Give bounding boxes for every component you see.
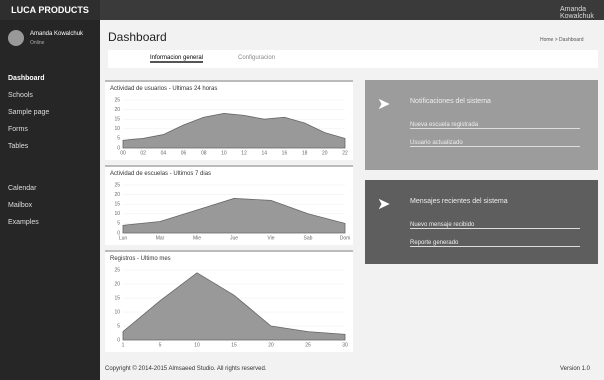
x-tick-label: 14 <box>261 150 267 156</box>
y-tick-label: 10 <box>114 126 120 132</box>
y-tick-label: 15 <box>114 117 120 123</box>
y-tick-label: 25 <box>114 267 120 273</box>
copyright: Copyright © 2014-2015 Almsaeed Studio. A… <box>105 366 267 372</box>
x-tick-label: Mie <box>193 235 201 241</box>
info-panel: ➤ Mensajes recientes del sistema Nuevo men… <box>365 180 598 264</box>
avatar <box>8 30 24 46</box>
chart-title: Registros - Ultimo mes <box>110 256 171 262</box>
area <box>123 273 345 340</box>
sidebar-user: Amanda Kowalchuk <box>30 31 83 37</box>
x-tick-label: Lun <box>119 235 128 241</box>
y-tick-label: 5 <box>117 221 120 227</box>
x-tick-label: 15 <box>231 342 237 348</box>
y-tick-label: 25 <box>114 182 120 188</box>
menu-item[interactable]: Schools <box>8 92 33 99</box>
menu-item[interactable]: Examples <box>8 219 39 226</box>
info-panel: ➤ Notificaciones del sistema Nueva escuela… <box>365 80 598 170</box>
x-tick-label: 16 <box>282 150 288 156</box>
menu-item[interactable]: Calendar <box>8 185 36 192</box>
x-tick-label: 5 <box>159 342 162 348</box>
y-tick-label: 15 <box>114 202 120 208</box>
x-tick-label: 10 <box>221 150 227 156</box>
x-tick-label: 18 <box>302 150 308 156</box>
y-tick-label: 20 <box>114 107 120 113</box>
breadcrumb: Home > Dashboard <box>540 37 584 43</box>
menu-item[interactable]: Forms <box>8 126 28 133</box>
tab[interactable]: Configuracion <box>238 55 275 61</box>
menu-item[interactable]: Mailbox <box>8 202 32 209</box>
area <box>123 198 345 233</box>
panel-link[interactable]: Reporte generado <box>410 240 580 247</box>
y-tick-label: 5 <box>117 136 120 142</box>
menu-item[interactable]: Tables <box>8 143 28 150</box>
x-tick-label: 20 <box>322 150 328 156</box>
sidebar-status: Online <box>30 40 44 46</box>
x-tick-label: Sab <box>304 235 313 241</box>
y-tick-label: 5 <box>117 323 120 329</box>
x-tick-label: 22 <box>342 150 348 156</box>
x-tick-label: Vie <box>267 235 274 241</box>
x-tick-label: 00 <box>120 150 126 156</box>
x-tick-label: 02 <box>140 150 146 156</box>
breadcrumb-item: Dashboard <box>559 37 583 43</box>
y-tick-label: 20 <box>114 192 120 198</box>
panel-link[interactable]: Usuario actualizado <box>410 140 580 147</box>
menu-item[interactable]: Dashboard <box>8 75 45 82</box>
chart-box: Actividad de usuarios - Ultimas 24 horas… <box>105 80 353 160</box>
y-tick-label: 15 <box>114 295 120 301</box>
user-name[interactable]: Amanda Kowalchuk <box>560 6 604 20</box>
x-tick-label: Dom <box>340 235 351 241</box>
sidebar: Amanda Kowalchuk Online Dashboard Schools… <box>0 20 100 380</box>
x-tick-label: 25 <box>305 342 311 348</box>
x-tick-label: Jue <box>230 235 238 241</box>
y-tick-label: 10 <box>114 211 120 217</box>
y-tick-label: 25 <box>114 97 120 103</box>
version: Version 1.0 <box>560 366 590 372</box>
area <box>123 113 345 148</box>
x-tick-label: 06 <box>181 150 187 156</box>
y-tick-label: 10 <box>114 309 120 315</box>
page-title: Dashboard <box>108 30 167 44</box>
panel-icon: ➤ <box>377 194 390 214</box>
panel-title: Mensajes recientes del sistema <box>410 198 508 205</box>
page: Amanda Kowalchuk LUCA PRODUCTS Amanda Ko… <box>0 0 604 380</box>
chart-title: Actividad de escuelas - Ultimos 7 dias <box>110 171 211 177</box>
x-tick-label: Mar <box>156 235 165 241</box>
panel-link[interactable]: Nuevo mensaje recibido <box>410 222 580 229</box>
y-tick-label: 0 <box>117 337 120 343</box>
panel-title: Notificaciones del sistema <box>410 98 491 105</box>
chart-title: Actividad de usuarios - Ultimas 24 horas <box>110 86 217 92</box>
breadcrumb-item[interactable]: Home <box>540 37 553 43</box>
tab[interactable]: Informacion general <box>150 55 203 63</box>
brand[interactable]: LUCA PRODUCTS <box>0 0 100 20</box>
x-tick-label: 10 <box>194 342 200 348</box>
x-tick-label: 04 <box>161 150 167 156</box>
panel-link[interactable]: Nueva escuela registrada <box>410 122 580 129</box>
y-tick-label: 20 <box>114 281 120 287</box>
x-tick-label: 20 <box>268 342 274 348</box>
x-tick-label: 1 <box>122 342 125 348</box>
menu-item[interactable]: Sample page <box>8 109 49 116</box>
tab-bar: Informacion general Configuracion <box>108 50 598 68</box>
panel-icon: ➤ <box>377 94 390 114</box>
x-tick-label: 12 <box>241 150 247 156</box>
x-tick-label: 08 <box>201 150 207 156</box>
x-tick-label: 30 <box>342 342 348 348</box>
